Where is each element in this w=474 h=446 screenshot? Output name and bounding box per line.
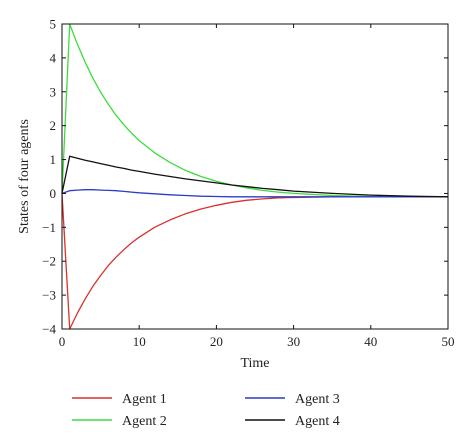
legend-label-agent-4: Agent 4 bbox=[295, 414, 340, 429]
x-tick-label: 20 bbox=[210, 334, 223, 349]
y-tick-label: 2 bbox=[50, 118, 57, 133]
series-line-agent-2 bbox=[61, 23, 448, 198]
x-tick-label: 30 bbox=[287, 334, 300, 349]
series-line-agent-1 bbox=[61, 193, 448, 330]
legend-label-agent-2: Agent 2 bbox=[122, 414, 167, 429]
y-tick-label: −3 bbox=[42, 288, 56, 303]
x-tick-label: 50 bbox=[442, 334, 455, 349]
y-tick-label: 5 bbox=[50, 17, 57, 32]
y-tick-label: 1 bbox=[50, 152, 57, 167]
y-tick-label: 3 bbox=[50, 84, 57, 99]
series-lines bbox=[61, 23, 449, 330]
y-tick-label: −2 bbox=[42, 254, 56, 269]
series-line-agent-3 bbox=[61, 189, 448, 198]
legend-label-agent-3: Agent 3 bbox=[295, 392, 340, 407]
y-tick-label: 0 bbox=[50, 186, 57, 201]
x-tick-label: 10 bbox=[133, 334, 146, 349]
plot-frame bbox=[61, 23, 449, 330]
y-axis-label: States of four agents bbox=[17, 119, 32, 234]
y-tick-label: −4 bbox=[42, 322, 56, 337]
x-tick-label: 0 bbox=[59, 334, 66, 349]
y-tick-label: −1 bbox=[42, 220, 56, 235]
x-axis-label: Time bbox=[240, 356, 269, 371]
axis-ticks: 0 10 20 30 40 50 −4 −3 −2 −1 0 1 2 3 4 5 bbox=[42, 17, 454, 350]
series-line-agent-4 bbox=[61, 155, 449, 198]
x-tick-label: 40 bbox=[364, 334, 377, 349]
y-tick-label: 4 bbox=[50, 50, 57, 65]
legend: Agent 1 Agent 2 Agent 3 Agent 4 bbox=[72, 392, 340, 429]
legend-label-agent-1: Agent 1 bbox=[122, 392, 167, 407]
